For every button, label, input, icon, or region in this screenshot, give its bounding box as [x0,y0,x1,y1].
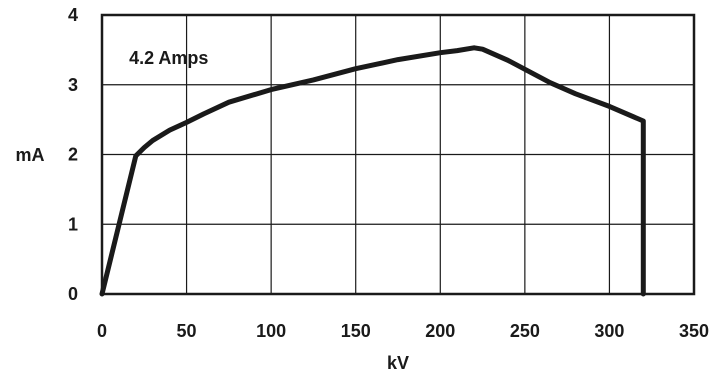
y-axis-ticks: 0 1 2 3 4 [68,5,78,304]
annotations: 4.2 Amps [129,48,208,68]
x-tick-label: 200 [425,321,455,341]
y-axis-label: mA [15,145,44,165]
y-tick-label: 2 [68,145,78,165]
x-tick-label: 50 [177,321,197,341]
y-tick-label: 3 [68,75,78,95]
y-tick-label: 0 [68,284,78,304]
x-tick-label: 250 [510,321,540,341]
grid [102,15,694,294]
x-axis-label: kV [387,353,409,373]
x-tick-label: 350 [679,321,709,341]
x-tick-label: 150 [341,321,371,341]
y-tick-label: 1 [68,214,78,234]
series-line [99,45,646,297]
plot-frame [100,13,696,296]
y-tick-label: 4 [68,5,78,25]
x-tick-label: 0 [97,321,107,341]
x-axis-ticks: 0 50 100 150 200 250 300 350 [97,321,709,341]
x-tick-label: 300 [594,321,624,341]
series-layer [99,45,646,297]
annotation-label: 4.2 Amps [129,48,208,68]
x-tick-label: 100 [256,321,286,341]
